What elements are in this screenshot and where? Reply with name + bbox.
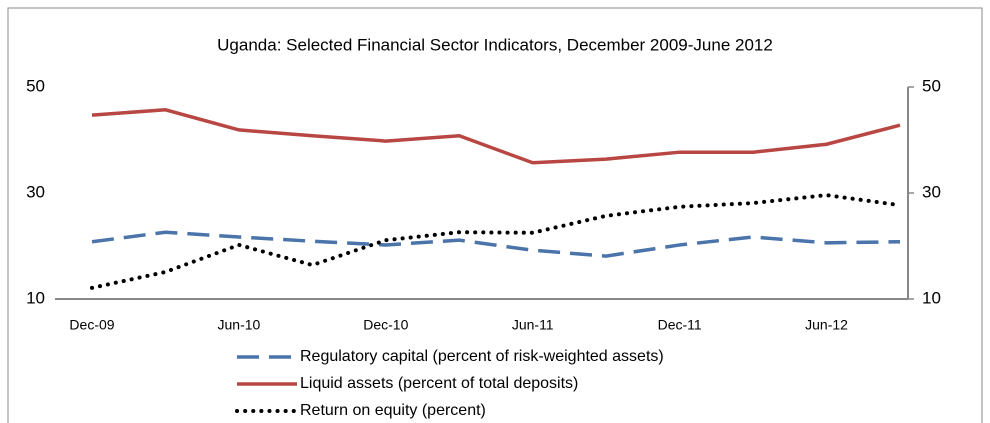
x-tick-label: Jun-11 [512,317,554,333]
series-line [90,193,902,290]
y-tick-label: 50 [26,76,45,95]
chart-title: Uganda: Selected Financial Sector Indica… [217,35,773,54]
x-tick-label: Jun-12 [805,317,848,333]
legend-label: Regulatory capital (percent of risk-weig… [300,348,664,365]
legend-label: Return on equity (percent) [300,402,486,419]
y-tick-label: 30 [26,182,45,201]
series-line [91,230,901,258]
x-tick-label: Dec-11 [658,317,702,333]
series-line [91,108,901,165]
y2-tick-label: 30 [922,182,941,201]
x-tick-label: Dec-10 [363,317,408,333]
legend-label: Liquid assets (percent of total deposits… [300,375,578,392]
x-tick-label: Dec-09 [69,317,114,333]
y2-tick-label: 10 [922,288,941,307]
x-tick-label: Jun-10 [218,317,261,333]
chart-border [7,7,983,423]
y-tick-label: 10 [26,288,45,307]
y2-tick-label: 50 [922,76,941,95]
